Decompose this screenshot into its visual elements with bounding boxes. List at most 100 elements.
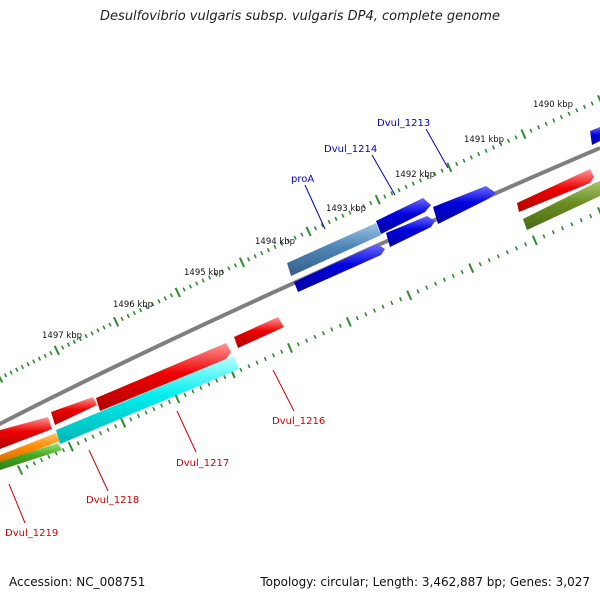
ruler-tick <box>102 325 106 330</box>
gene-blue-2[interactable] <box>386 216 435 247</box>
ruler-labels: 1490 kbp 1491 kbp 1492 kbp 1493 kbp 1494… <box>42 100 573 341</box>
ruler-tick <box>460 269 464 275</box>
ruler-tick <box>233 263 238 268</box>
gene-dvul-1217-red[interactable] <box>96 343 231 411</box>
leader-proa <box>304 184 326 230</box>
ruler-tick <box>91 434 95 439</box>
ruler-tick <box>136 413 141 419</box>
ruler-tick <box>169 293 174 298</box>
ruler-tick <box>9 370 13 375</box>
gene-dvul-1216[interactable] <box>234 317 284 348</box>
ruler-tick <box>300 232 304 237</box>
gene-dvul-1214[interactable] <box>376 198 431 234</box>
ruler-tick <box>214 272 218 277</box>
ruler-tick <box>579 217 583 223</box>
ruler-tick <box>552 118 556 123</box>
ruler-tick <box>529 128 533 133</box>
ruler-tick <box>53 345 60 356</box>
ruler-tick <box>491 145 496 150</box>
gene-dvul-1218-cyan[interactable] <box>56 356 239 444</box>
gene-dvul-1213[interactable] <box>433 186 496 224</box>
ruler-tick <box>25 464 29 469</box>
ruler-tick <box>330 327 334 332</box>
gene-dvul-1219-orange[interactable] <box>0 433 60 464</box>
ruler-tick <box>418 178 423 183</box>
ruler-tick <box>372 308 377 313</box>
ruler-tick <box>207 275 212 280</box>
accession-text: Accession: NC_008751 <box>9 575 146 589</box>
ruler-tick <box>16 465 24 475</box>
ruler-tick <box>98 430 103 436</box>
ruler-tick <box>0 375 4 383</box>
label-proa[interactable]: proA <box>291 174 314 185</box>
ruler-tick <box>505 250 509 255</box>
ruler-tick <box>20 364 25 370</box>
label-dvul-1216[interactable]: Dvul_1216 <box>272 416 325 427</box>
ruler-tick <box>582 104 587 110</box>
gene-labels: Dvul_1213 Dvul_1214 proA Dvul_1216 Dvul_… <box>5 118 430 539</box>
ruler-tick <box>514 135 518 140</box>
ruler-tick <box>96 328 100 333</box>
ruler-tick <box>334 216 338 222</box>
gene-outer-blue-edge[interactable] <box>590 127 600 145</box>
ruler-tick <box>355 315 359 321</box>
ruler-tick <box>263 356 267 362</box>
ruler-label-1492: 1492 kbp <box>395 170 435 180</box>
ruler-tick <box>440 168 444 173</box>
ruler-tick <box>327 219 331 225</box>
gene-proA[interactable] <box>287 223 381 276</box>
ruler-tick <box>174 287 181 298</box>
ruler-tick <box>182 287 186 292</box>
ruler-tick <box>362 204 366 209</box>
gene-red-left-2[interactable] <box>0 417 52 449</box>
ruler-tick <box>390 191 394 196</box>
ruler-tick <box>390 300 394 306</box>
ruler-tick <box>321 330 325 336</box>
ruler-tick <box>313 334 317 340</box>
label-dvul-1217[interactable]: Dvul_1217 <box>176 458 229 469</box>
ruler-label-1491: 1491 kbp <box>464 135 504 145</box>
ruler-tick <box>72 339 76 344</box>
ruler-tick <box>506 138 511 143</box>
label-dvul-1214[interactable]: Dvul_1214 <box>324 144 377 155</box>
ruler-tick <box>520 129 527 140</box>
ruler-tick <box>567 111 571 116</box>
ruler-tick <box>383 194 387 199</box>
ruler-tick <box>90 331 94 336</box>
gene-dvul-1219-green[interactable] <box>0 443 62 470</box>
ruler-tick <box>47 454 51 459</box>
gene-blue-1[interactable] <box>294 244 385 292</box>
outer-strand-genes <box>287 127 600 276</box>
ruler-tick <box>551 230 555 235</box>
ruler-tick <box>433 171 437 177</box>
ruler-tick <box>341 213 345 218</box>
ruler-tick <box>239 367 243 373</box>
label-dvul-1218[interactable]: Dvul_1218 <box>86 495 139 506</box>
ruler-tick <box>144 305 149 310</box>
gene-red-right[interactable] <box>517 169 594 212</box>
leader-dvul-1214 <box>371 154 396 196</box>
ruler-tick <box>76 441 80 446</box>
leader-dvul-1218 <box>88 449 109 492</box>
ruler-tick <box>397 187 401 193</box>
ruler-tick <box>199 385 203 391</box>
inner-strand-genes-row1 <box>0 169 594 449</box>
gene-red-left-1[interactable] <box>51 397 97 425</box>
ruler-tick <box>524 242 528 247</box>
ruler-tick <box>260 250 264 256</box>
gene-olive[interactable] <box>523 181 600 230</box>
ruler-label-1497: 1497 kbp <box>42 331 82 341</box>
ruler-tick <box>266 247 270 253</box>
ruler-tick <box>404 184 408 190</box>
ruler-tick <box>355 207 359 212</box>
label-dvul-1213[interactable]: Dvul_1213 <box>377 118 430 129</box>
ruler-tick <box>255 360 259 365</box>
ruler-label-1495: 1495 kbp <box>184 268 224 278</box>
ruler-tick <box>195 281 199 286</box>
ruler-tick <box>26 362 30 367</box>
ruler-tick <box>477 151 481 157</box>
ruler-tick <box>227 266 231 271</box>
ruler-tick <box>462 158 466 163</box>
map-title: Desulfovibrio vulgaris subsp. vulgaris D… <box>100 9 500 24</box>
label-dvul-1219[interactable]: Dvul_1219 <box>5 528 58 539</box>
